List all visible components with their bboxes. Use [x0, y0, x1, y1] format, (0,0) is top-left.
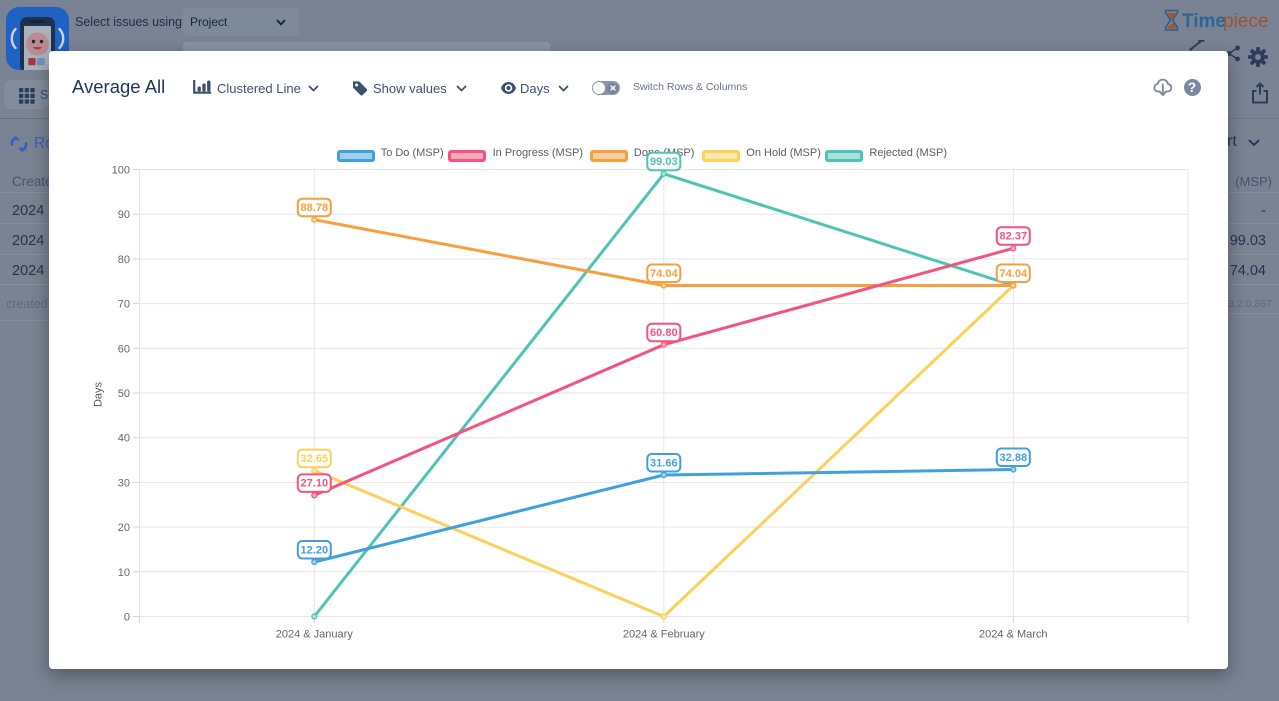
svg-text:Time: Time [1182, 11, 1226, 32]
svg-text:31.66: 31.66 [650, 457, 678, 469]
svg-text:0: 0 [124, 612, 130, 624]
svg-text:100: 100 [112, 165, 130, 177]
svg-text:32.65: 32.65 [301, 453, 329, 465]
svg-text:12.20: 12.20 [301, 544, 329, 556]
svg-text:70: 70 [118, 299, 130, 311]
svg-text:74.04: 74.04 [1000, 268, 1028, 280]
svg-text:88.78: 88.78 [301, 202, 329, 214]
svg-text:27.10: 27.10 [301, 478, 329, 490]
svg-text:99.03: 99.03 [650, 156, 678, 168]
svg-text:60: 60 [118, 343, 130, 355]
svg-text:2024 & January: 2024 & January [276, 629, 354, 641]
svg-text:74.04: 74.04 [650, 268, 678, 280]
svg-text:20: 20 [118, 522, 130, 534]
svg-text:2024 & March: 2024 & March [979, 629, 1047, 641]
svg-text:32.88: 32.88 [1000, 452, 1028, 464]
svg-text:40: 40 [118, 433, 130, 445]
svg-text:piece: piece [1223, 11, 1268, 32]
svg-text:82.37: 82.37 [1000, 231, 1028, 243]
svg-text:50: 50 [118, 388, 130, 400]
svg-text:30: 30 [118, 477, 130, 489]
svg-text:60.80: 60.80 [650, 327, 678, 339]
svg-text:80: 80 [118, 254, 130, 266]
svg-text:2024 & February: 2024 & February [623, 629, 705, 641]
svg-text:90: 90 [118, 209, 130, 221]
svg-text:Days: Days [93, 381, 105, 407]
svg-text:10: 10 [118, 567, 130, 579]
